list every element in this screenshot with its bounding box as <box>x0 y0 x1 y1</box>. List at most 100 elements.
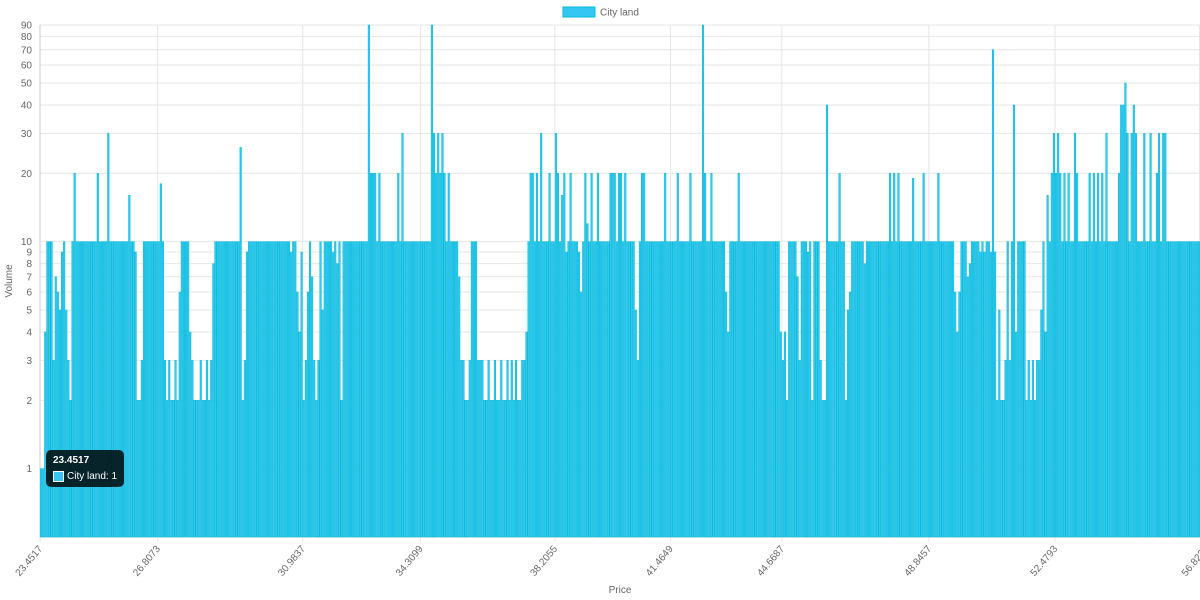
bar <box>483 400 486 538</box>
bar <box>767 241 770 538</box>
bar <box>1172 241 1175 538</box>
bar <box>311 276 314 538</box>
bar <box>424 241 427 538</box>
bar <box>886 241 889 538</box>
bar <box>514 360 518 538</box>
bar <box>245 251 249 538</box>
bar <box>996 400 999 538</box>
bar <box>414 241 417 538</box>
bar <box>559 241 562 538</box>
bar <box>485 400 488 538</box>
bar <box>779 331 782 538</box>
bar <box>722 241 726 538</box>
bar <box>287 241 291 538</box>
bar <box>399 241 402 538</box>
bar <box>134 251 137 538</box>
bar <box>819 360 822 538</box>
tooltip: 23.4517 City land: 1 <box>46 450 125 487</box>
bar <box>145 241 148 538</box>
bar <box>277 241 280 538</box>
bar <box>44 331 47 538</box>
bar <box>113 241 116 538</box>
bar <box>1036 360 1039 538</box>
bar <box>233 241 236 538</box>
bar <box>893 173 896 538</box>
bar <box>107 133 110 538</box>
bar <box>933 241 936 538</box>
bar <box>918 241 921 538</box>
bar <box>283 241 286 538</box>
bar <box>185 241 188 538</box>
bar <box>315 400 318 538</box>
bar <box>502 400 505 538</box>
bar <box>662 241 665 538</box>
bar <box>449 241 452 538</box>
bar <box>1149 133 1152 538</box>
bar <box>754 241 757 538</box>
bar <box>1109 241 1112 538</box>
bar <box>456 241 459 538</box>
bar <box>535 173 539 538</box>
bar <box>659 241 663 538</box>
bar <box>666 241 669 538</box>
bar <box>212 263 215 538</box>
x-tick-label: 44.6687 <box>755 544 787 579</box>
bar <box>540 133 543 538</box>
bar <box>973 241 976 538</box>
bar <box>479 360 482 538</box>
bar <box>689 173 692 538</box>
bar <box>393 241 396 538</box>
bar <box>1157 133 1161 538</box>
bar <box>1128 241 1131 538</box>
bar <box>435 173 438 538</box>
bar <box>550 241 553 538</box>
bar <box>172 400 175 538</box>
bar <box>786 400 789 538</box>
bar <box>1008 360 1011 538</box>
bar <box>260 241 263 538</box>
bar <box>563 173 566 538</box>
bar <box>397 173 400 538</box>
bar <box>1006 241 1009 538</box>
bar <box>685 241 688 538</box>
bar <box>674 241 677 538</box>
bar <box>821 400 824 538</box>
bar <box>987 241 990 538</box>
bar <box>861 241 864 538</box>
bar <box>1174 241 1177 538</box>
bar <box>195 400 198 538</box>
legend-label: City land <box>600 8 639 19</box>
bar <box>928 241 932 538</box>
bar <box>103 241 106 538</box>
bar <box>651 241 654 538</box>
bar <box>655 241 658 538</box>
y-tick-label: 4 <box>26 327 32 338</box>
bar <box>42 468 45 538</box>
bar <box>109 241 112 538</box>
bar <box>760 241 763 538</box>
bar <box>1088 173 1091 538</box>
bar <box>94 241 97 538</box>
bar <box>697 241 700 538</box>
bar <box>1126 133 1129 538</box>
bar <box>1118 173 1121 538</box>
bar <box>1183 241 1186 538</box>
tooltip-swatch <box>53 471 64 482</box>
bar <box>71 241 74 538</box>
bar <box>248 241 251 538</box>
bar <box>617 173 620 538</box>
bar <box>218 241 221 538</box>
tooltip-label: City land: 1 <box>67 471 118 482</box>
bar <box>401 133 404 538</box>
bar <box>802 241 805 538</box>
bar <box>924 241 927 538</box>
bar <box>88 241 91 538</box>
bar <box>220 241 223 538</box>
bar <box>632 241 635 538</box>
bar <box>214 241 217 538</box>
bar <box>54 276 57 538</box>
bar <box>1181 241 1184 538</box>
bar <box>1113 241 1116 538</box>
bar <box>1145 241 1148 538</box>
